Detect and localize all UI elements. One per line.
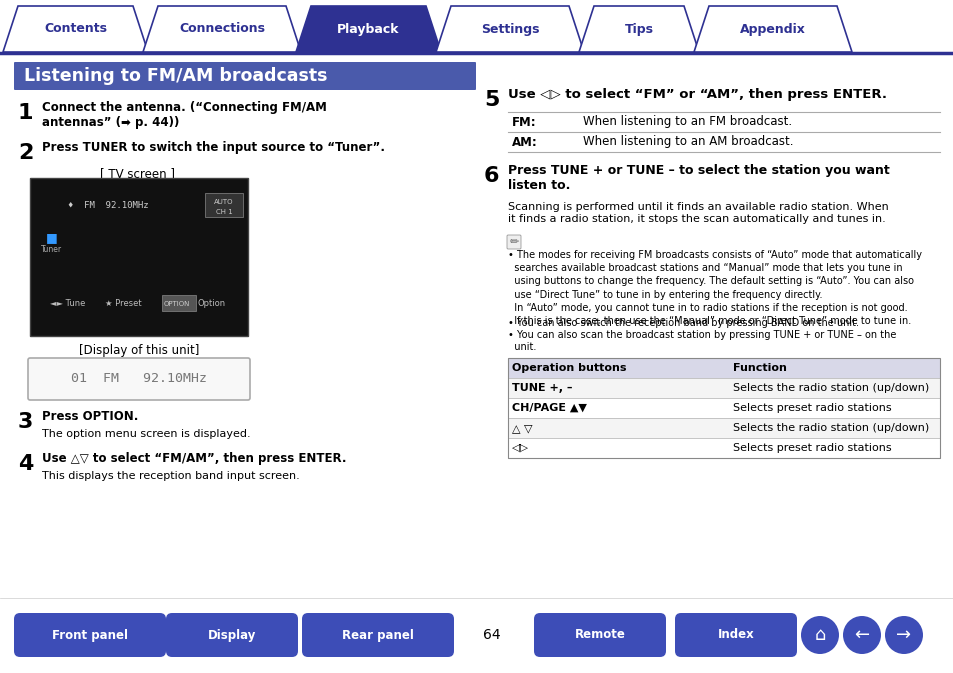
Polygon shape bbox=[295, 6, 440, 52]
Text: Display: Display bbox=[208, 629, 256, 641]
FancyBboxPatch shape bbox=[14, 62, 476, 90]
Text: Appendix: Appendix bbox=[740, 22, 805, 36]
FancyBboxPatch shape bbox=[302, 613, 454, 657]
FancyBboxPatch shape bbox=[30, 178, 248, 336]
Text: Front panel: Front panel bbox=[52, 629, 128, 641]
Text: Selects the radio station (up/down): Selects the radio station (up/down) bbox=[732, 383, 928, 393]
FancyBboxPatch shape bbox=[534, 613, 665, 657]
Text: FM:: FM: bbox=[512, 116, 536, 129]
Text: • The modes for receiving FM broadcasts consists of “Auto” mode that automatical: • The modes for receiving FM broadcasts … bbox=[507, 250, 921, 326]
Text: 64: 64 bbox=[482, 628, 500, 642]
Text: 6: 6 bbox=[483, 166, 499, 186]
Text: AUTO: AUTO bbox=[214, 199, 233, 205]
FancyBboxPatch shape bbox=[675, 613, 796, 657]
Text: ✏: ✏ bbox=[509, 237, 518, 247]
Circle shape bbox=[842, 616, 880, 654]
Text: CH 1: CH 1 bbox=[215, 209, 233, 215]
Text: [ TV screen ]: [ TV screen ] bbox=[100, 167, 175, 180]
Text: Rear panel: Rear panel bbox=[342, 629, 414, 641]
FancyBboxPatch shape bbox=[507, 398, 939, 418]
Text: Press OPTION.: Press OPTION. bbox=[42, 410, 138, 423]
Text: ★ Preset: ★ Preset bbox=[105, 299, 141, 308]
Text: When listening to an FM broadcast.: When listening to an FM broadcast. bbox=[582, 116, 791, 129]
Text: Index: Index bbox=[717, 629, 754, 641]
Text: ←: ← bbox=[854, 626, 868, 644]
Text: Press TUNE + or TUNE – to select the station you want
listen to.: Press TUNE + or TUNE – to select the sta… bbox=[507, 164, 889, 192]
Text: ■: ■ bbox=[46, 232, 58, 244]
Text: Remote: Remote bbox=[574, 629, 625, 641]
Text: 1: 1 bbox=[18, 103, 33, 123]
Text: Tuner: Tuner bbox=[41, 246, 63, 254]
Text: ◁▷: ◁▷ bbox=[512, 443, 529, 453]
FancyBboxPatch shape bbox=[507, 438, 939, 458]
Text: 2: 2 bbox=[18, 143, 33, 163]
Text: Selects the radio station (up/down): Selects the radio station (up/down) bbox=[732, 423, 928, 433]
Polygon shape bbox=[693, 6, 851, 52]
FancyBboxPatch shape bbox=[205, 193, 243, 217]
Polygon shape bbox=[578, 6, 699, 52]
Text: Tips: Tips bbox=[624, 22, 653, 36]
FancyBboxPatch shape bbox=[507, 378, 939, 398]
Text: ◄► Tune: ◄► Tune bbox=[50, 299, 85, 308]
FancyBboxPatch shape bbox=[507, 358, 939, 378]
Text: The option menu screen is displayed.: The option menu screen is displayed. bbox=[42, 429, 251, 439]
FancyBboxPatch shape bbox=[162, 295, 195, 311]
Text: 4: 4 bbox=[18, 454, 33, 474]
Text: 3: 3 bbox=[18, 412, 33, 432]
Text: Connect the antenna. (“Connecting FM/AM
antennas” (➡ p. 44)): Connect the antenna. (“Connecting FM/AM … bbox=[42, 101, 327, 129]
Text: AM:: AM: bbox=[512, 135, 537, 149]
Text: Selects preset radio stations: Selects preset radio stations bbox=[732, 403, 890, 413]
Text: When listening to an AM broadcast.: When listening to an AM broadcast. bbox=[582, 135, 793, 149]
Text: Use △▽ to select “FM/AM”, then press ENTER.: Use △▽ to select “FM/AM”, then press ENT… bbox=[42, 452, 346, 465]
Circle shape bbox=[884, 616, 923, 654]
Text: Use ◁▷ to select “FM” or “AM”, then press ENTER.: Use ◁▷ to select “FM” or “AM”, then pres… bbox=[507, 88, 886, 101]
Text: [Display of this unit]: [Display of this unit] bbox=[79, 344, 199, 357]
Text: Operation buttons: Operation buttons bbox=[512, 363, 626, 373]
FancyBboxPatch shape bbox=[14, 613, 166, 657]
Text: • You can also scan the broadcast station by pressing TUNE + or TUNE – on the
  : • You can also scan the broadcast statio… bbox=[507, 330, 896, 351]
Text: Contents: Contents bbox=[44, 22, 107, 36]
Polygon shape bbox=[436, 6, 583, 52]
Text: CH/PAGE ▲▼: CH/PAGE ▲▼ bbox=[512, 403, 586, 413]
Text: →: → bbox=[896, 626, 911, 644]
Text: Function: Function bbox=[732, 363, 785, 373]
Text: △ ▽: △ ▽ bbox=[512, 423, 532, 433]
Text: 5: 5 bbox=[483, 90, 498, 110]
Circle shape bbox=[801, 616, 838, 654]
FancyBboxPatch shape bbox=[507, 418, 939, 438]
Text: Connections: Connections bbox=[179, 22, 265, 36]
Text: Settings: Settings bbox=[480, 22, 538, 36]
Text: Option: Option bbox=[198, 299, 226, 308]
Text: Listening to FM/AM broadcasts: Listening to FM/AM broadcasts bbox=[24, 67, 327, 85]
Text: ♦  FM  92.10MHz: ♦ FM 92.10MHz bbox=[68, 201, 149, 211]
Text: Press TUNER to switch the input source to “Tuner”.: Press TUNER to switch the input source t… bbox=[42, 141, 385, 154]
Polygon shape bbox=[143, 6, 301, 52]
Text: OPTION: OPTION bbox=[164, 301, 191, 307]
FancyBboxPatch shape bbox=[28, 358, 250, 400]
FancyBboxPatch shape bbox=[166, 613, 297, 657]
Text: This displays the reception band input screen.: This displays the reception band input s… bbox=[42, 471, 299, 481]
Text: Playback: Playback bbox=[337, 22, 399, 36]
FancyBboxPatch shape bbox=[506, 235, 520, 249]
Text: 01  FM   92.10MHz: 01 FM 92.10MHz bbox=[71, 372, 207, 386]
Text: Scanning is performed until it finds an available radio station. When
it finds a: Scanning is performed until it finds an … bbox=[507, 202, 888, 223]
Text: ⌂: ⌂ bbox=[814, 626, 825, 644]
Text: • You can also switch the reception band by pressing BAND on the unit.: • You can also switch the reception band… bbox=[507, 318, 858, 328]
Text: Selects preset radio stations: Selects preset radio stations bbox=[732, 443, 890, 453]
Polygon shape bbox=[3, 6, 148, 52]
Text: TUNE +, –: TUNE +, – bbox=[512, 383, 572, 393]
